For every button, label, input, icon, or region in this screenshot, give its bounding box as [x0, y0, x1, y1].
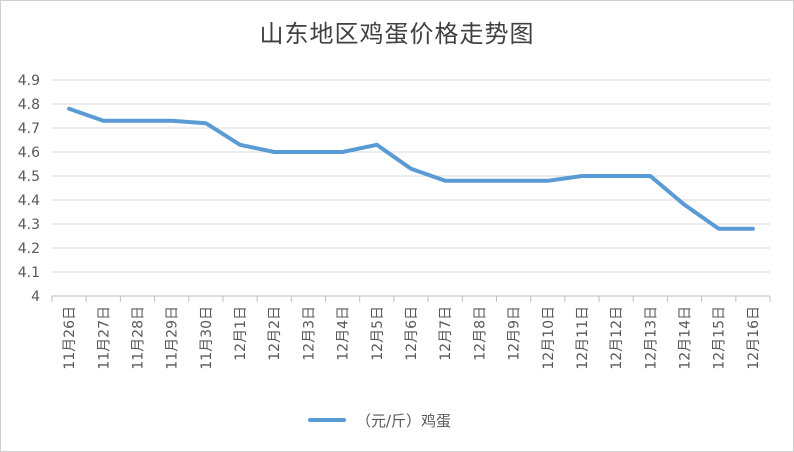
x-tick-label: 12月14日 — [678, 306, 694, 370]
x-tick-label: 12月9日 — [507, 306, 523, 361]
x-tick-label: 12月4日 — [336, 306, 352, 361]
x-tick-label: 12月12日 — [609, 306, 625, 370]
x-tick-label: 12月7日 — [438, 306, 454, 361]
legend: （元/斤）鸡蛋 — [308, 410, 451, 430]
x-tick-label: 11月26日 — [62, 306, 78, 370]
x-tick-label: 12月6日 — [404, 306, 420, 361]
y-tick-label: 4.8 — [18, 97, 40, 113]
y-tick-label: 4.2 — [18, 241, 40, 257]
x-tick-label: 12月10日 — [541, 306, 557, 370]
x-tick-label: 12月1日 — [233, 306, 249, 361]
y-tick-label: 4.1 — [18, 265, 40, 281]
y-tick-label: 4 — [31, 289, 40, 305]
y-tick-label: 4.5 — [18, 169, 40, 185]
x-tick-label: 12月2日 — [267, 306, 283, 361]
y-tick-label: 4.6 — [18, 145, 40, 161]
x-tick-label: 11月28日 — [130, 306, 146, 370]
series-line — [67, 106, 755, 231]
legend-swatch — [308, 418, 346, 422]
x-tick-label: 12月16日 — [746, 306, 762, 370]
y-tick-label: 4.7 — [18, 121, 40, 137]
x-tick-label: 12月13日 — [643, 306, 659, 370]
x-tick-label: 11月27日 — [96, 306, 112, 370]
y-tick-label: 4.3 — [18, 217, 40, 233]
legend-label: （元/斤）鸡蛋 — [356, 411, 452, 430]
x-tick-label: 12月11日 — [575, 306, 591, 370]
chart-title: 山东地区鸡蛋价格走势图 — [259, 20, 535, 48]
x-tick-label: 11月30日 — [199, 306, 215, 370]
x-tick-label: 12月15日 — [712, 306, 728, 370]
y-tick-label: 4.9 — [18, 73, 40, 89]
x-tick-label: 12月5日 — [370, 306, 386, 361]
x-tick-label: 12月3日 — [301, 306, 317, 361]
y-tick-label: 4.4 — [18, 193, 40, 209]
x-tick-label: 11月29日 — [165, 306, 181, 370]
x-tick-label: 12月8日 — [472, 306, 488, 361]
